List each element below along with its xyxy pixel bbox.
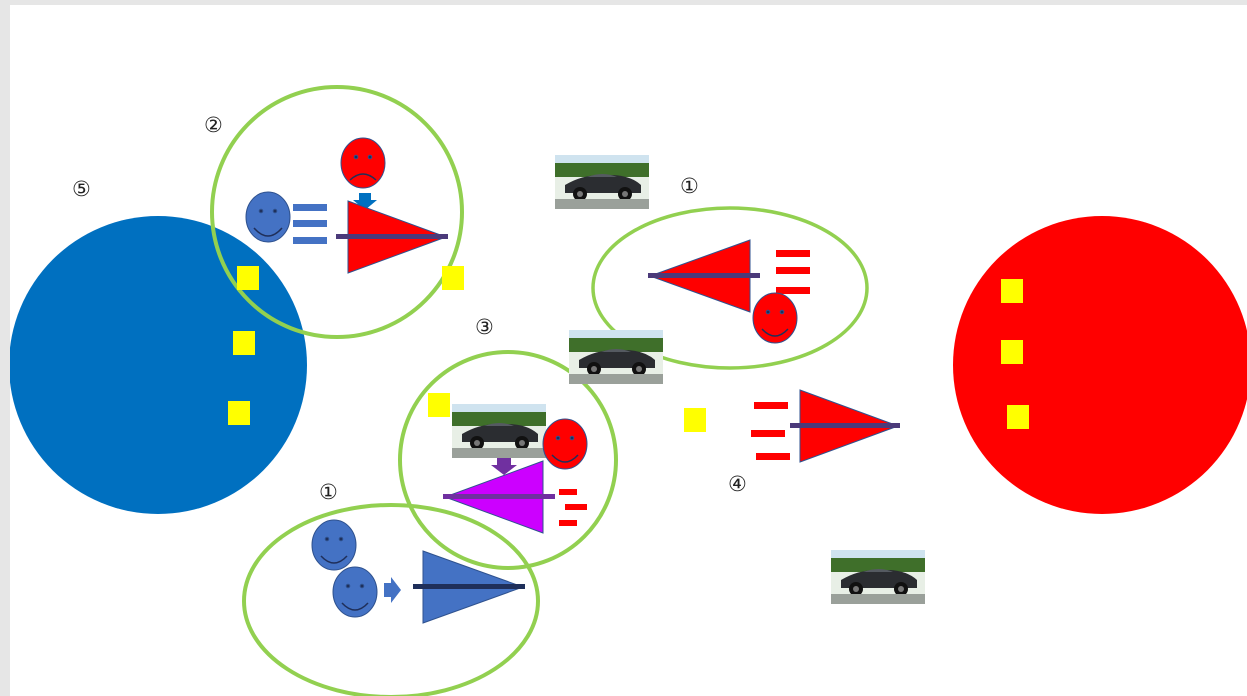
- car-photo-icon: [831, 550, 925, 604]
- speed-line: [776, 287, 810, 294]
- label-group-3: ③: [475, 315, 494, 339]
- speed-line: [776, 250, 810, 257]
- group-ring-1-top: [591, 206, 869, 370]
- diagram-canvas: [10, 85, 1247, 696]
- label-group-1-top: ①: [680, 174, 699, 198]
- label-group-4: ④: [728, 472, 747, 496]
- car-photo-icon: [555, 155, 649, 209]
- label-group-5: ⑤: [72, 177, 91, 201]
- red-team-circle: [953, 216, 1247, 514]
- speed-line: [559, 489, 577, 495]
- blue-smiley-face-icon: [245, 191, 291, 243]
- speed-line: [751, 430, 785, 437]
- yellow-marker: [684, 408, 706, 432]
- yellow-marker: [1007, 405, 1029, 429]
- red-frown-face-icon: [340, 137, 386, 189]
- speed-line: [756, 453, 790, 460]
- group-1-bottom-units: [311, 519, 525, 624]
- speed-line: [293, 204, 327, 211]
- ship-beam: [336, 234, 448, 239]
- group-ring-2: [210, 85, 464, 339]
- speed-line: [293, 220, 327, 227]
- slide-canvas: ⑤ ② ① ③ ④ ①: [10, 5, 1247, 696]
- group-ring-3: [398, 350, 618, 570]
- yellow-marker: [228, 401, 250, 425]
- ship-beam: [413, 584, 525, 589]
- group-3-units: [443, 404, 588, 534]
- down-arrow-icon: [491, 458, 517, 475]
- blue-team-circle: [10, 216, 307, 514]
- speed-line: [293, 237, 327, 244]
- ship-beam: [790, 423, 900, 428]
- yellow-marker: [1001, 279, 1023, 303]
- right-arrow-icon: [384, 577, 401, 603]
- yellow-marker: [233, 331, 255, 355]
- group-2-units: [245, 137, 448, 274]
- label-group-1-bottom: ①: [319, 480, 338, 504]
- car-photo-icon: [452, 404, 546, 458]
- label-group-2: ②: [204, 113, 223, 137]
- car-photo-icon: [569, 330, 663, 384]
- yellow-marker: [442, 266, 464, 290]
- yellow-marker: [1001, 340, 1023, 364]
- ship-beam: [648, 273, 760, 278]
- speed-line: [754, 402, 788, 409]
- group-4-units: [751, 389, 900, 463]
- yellow-marker: [428, 393, 450, 417]
- group-1-top-units: [648, 239, 810, 344]
- speed-line: [559, 520, 577, 526]
- down-arrow-icon: [353, 193, 377, 210]
- speed-line: [565, 504, 587, 510]
- speed-line: [776, 267, 810, 274]
- yellow-marker: [237, 266, 259, 290]
- group-ring-1-bottom: [242, 503, 540, 696]
- ship-beam: [443, 494, 555, 499]
